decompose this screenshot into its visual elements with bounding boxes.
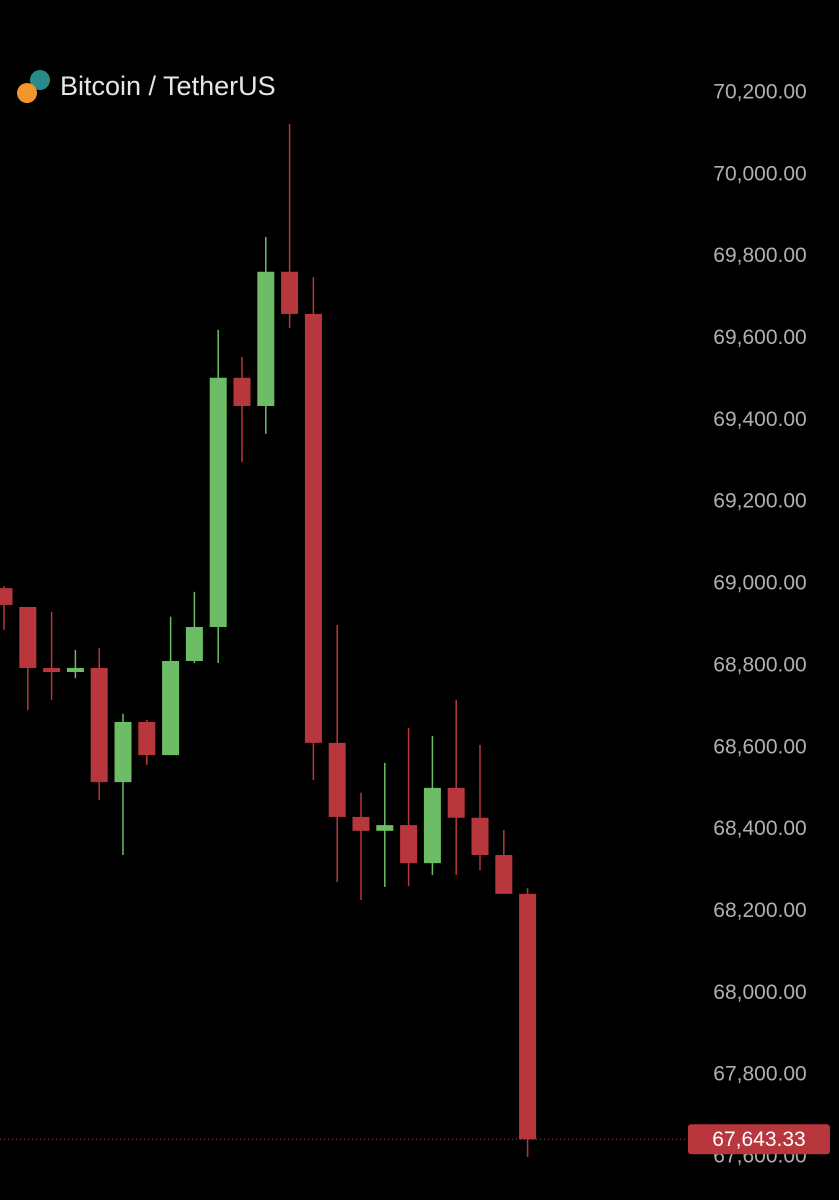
y-tick-label: 68,000.00 bbox=[713, 981, 806, 1004]
price-label-box bbox=[688, 1124, 830, 1155]
y-tick-label: 69,000.00 bbox=[713, 572, 806, 595]
candle-body bbox=[257, 271, 275, 407]
candle-body bbox=[0, 588, 13, 605]
candle-body bbox=[138, 721, 156, 756]
y-tick-label: 69,800.00 bbox=[713, 244, 806, 267]
candle-body bbox=[233, 377, 251, 407]
y-tick-label: 69,400.00 bbox=[713, 408, 806, 431]
y-tick-label: 69,600.00 bbox=[713, 326, 806, 349]
y-tick-label: 70,200.00 bbox=[713, 80, 806, 103]
candle-body bbox=[162, 660, 180, 756]
candle-body bbox=[423, 787, 441, 864]
y-tick-label: 68,600.00 bbox=[713, 735, 806, 758]
y-tick-label: 68,200.00 bbox=[713, 899, 806, 922]
candle-body bbox=[19, 606, 37, 668]
chart-title: Bitcoin / TetherUS bbox=[60, 71, 276, 101]
candle-body bbox=[471, 817, 489, 855]
candle-body bbox=[376, 825, 394, 831]
candle-body bbox=[400, 825, 418, 864]
y-tick-label: 68,800.00 bbox=[713, 653, 806, 676]
candle-body bbox=[328, 742, 346, 817]
usdt-icon bbox=[30, 70, 50, 90]
candle-body bbox=[90, 667, 108, 783]
candle-body bbox=[447, 787, 465, 818]
candle-body bbox=[519, 893, 537, 1140]
y-tick-label: 67,800.00 bbox=[713, 1063, 806, 1086]
candle-body bbox=[352, 816, 370, 831]
candle-body bbox=[43, 667, 61, 673]
candle-body bbox=[209, 377, 227, 628]
candle-body bbox=[66, 667, 84, 673]
btc-icon bbox=[17, 83, 37, 103]
candle-body bbox=[185, 627, 203, 661]
price-label: 67,643.33 bbox=[712, 1128, 805, 1151]
y-tick-label: 70,000.00 bbox=[713, 162, 806, 185]
candle-body bbox=[281, 271, 299, 314]
candle-body bbox=[495, 854, 513, 894]
y-tick-label: 69,200.00 bbox=[713, 490, 806, 513]
candle-body bbox=[114, 721, 132, 783]
candle-body bbox=[304, 313, 322, 743]
y-tick-label: 68,400.00 bbox=[713, 817, 806, 840]
